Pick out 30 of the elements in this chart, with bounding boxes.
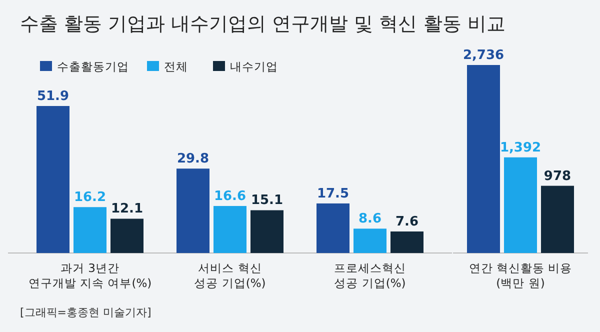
legend-label: 내수기업	[230, 60, 278, 74]
bar	[390, 231, 424, 253]
bar	[36, 106, 70, 253]
x-tick-label: 프로세스혁신 성공 기업(%)	[334, 261, 406, 290]
legend-label: 전체	[164, 60, 188, 74]
bar	[176, 168, 210, 253]
data-label: 17.5	[316, 186, 350, 202]
data-label: 16.6	[214, 188, 246, 204]
data-label: 51.9	[36, 89, 70, 104]
data-label: 2,736	[462, 48, 504, 63]
data-label: 12.1	[110, 202, 144, 217]
x-tick-label: 과거 3년간 연구개발 지속 여부(%)	[28, 261, 152, 290]
data-label: 29.8	[176, 152, 210, 167]
x-axis-title: 연간 혁신활동 비용 (백만 원)	[468, 261, 572, 290]
bar	[214, 206, 246, 253]
bar	[354, 228, 386, 253]
x-tick-label: 서비스 혁신 성공 기업(%)	[194, 261, 266, 290]
data-label: 8.6	[358, 212, 382, 227]
data-label: 16.2	[74, 190, 106, 206]
text: [그래픽=홍종현 미술기자]	[20, 306, 152, 319]
bar	[110, 218, 144, 253]
legend-label: 수출활동기업	[57, 60, 129, 74]
chart-title: 수출 활동 기업과 내수기업의 연구개발 및 혁신 활동 비교	[20, 13, 506, 35]
bar	[250, 210, 284, 253]
bar	[316, 203, 350, 253]
data-label: 978	[544, 168, 572, 184]
data-label: 15.1	[250, 193, 284, 208]
bar	[74, 207, 106, 253]
data-label: 1,392	[500, 140, 542, 156]
data-label: 7.6	[395, 214, 419, 230]
